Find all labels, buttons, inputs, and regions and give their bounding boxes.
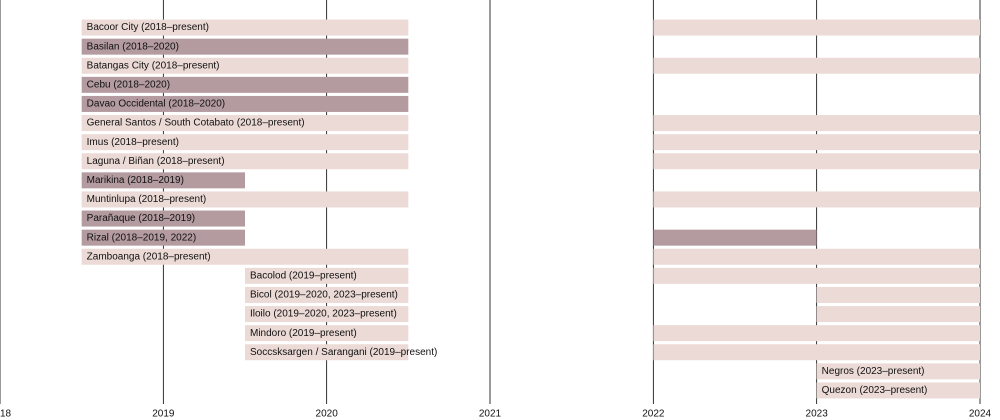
timeline-bar xyxy=(653,344,980,361)
timeline-bar xyxy=(81,115,409,132)
timeline-bar xyxy=(81,172,246,189)
timeline-bar xyxy=(653,153,980,170)
bar-label: Bacolod (2019–present) xyxy=(250,270,357,281)
bar-label: Batangas City (2018–present) xyxy=(87,60,220,71)
bar-label: Bicol (2019–2020, 2023–present) xyxy=(250,290,398,301)
timeline-bar xyxy=(81,19,409,36)
bar-label: Soccsksargen / Sarangani (2019–present) xyxy=(250,347,437,358)
timeline-bar xyxy=(653,19,980,36)
timeline-bar xyxy=(816,286,980,303)
x-tick-label: 2019 xyxy=(152,409,175,420)
x-tick-label: 2022 xyxy=(642,409,665,420)
bar-label: Cebu (2018–2020) xyxy=(87,79,170,90)
timeline-bar xyxy=(81,95,409,112)
x-tick-label: 2021 xyxy=(479,409,502,420)
bar-label: Rizal (2018–2019, 2022) xyxy=(87,232,197,243)
timeline-bar xyxy=(653,191,980,208)
timeline-bar xyxy=(653,134,980,151)
timeline-bar xyxy=(81,57,409,74)
timeline-bar xyxy=(816,363,980,380)
bar-label: Negros (2023–present) xyxy=(822,366,925,377)
bar-label: Davao Occidental (2018–2020) xyxy=(87,99,225,110)
timeline-bar xyxy=(81,248,409,265)
timeline-bar xyxy=(245,267,409,284)
timeline-bar xyxy=(653,267,980,284)
bar-label: General Santos / South Cotabato (2018–pr… xyxy=(87,118,305,129)
timeline-bar xyxy=(653,115,980,132)
timeline-bar xyxy=(245,344,409,361)
x-tick-label: 2023 xyxy=(806,409,829,420)
bar-label: Bacoor City (2018–present) xyxy=(87,22,209,33)
bar-label: Marikina (2018–2019) xyxy=(87,175,184,186)
bar-label: Muntinlupa (2018–present) xyxy=(87,194,207,205)
bar-label: Laguna / Biñan (2018–present) xyxy=(87,156,225,167)
bar-label: Iloilo (2019–2020, 2023–present) xyxy=(250,309,397,320)
timeline-bar xyxy=(81,210,246,227)
x-tick-label: 2024 xyxy=(969,409,992,420)
timeline-bar xyxy=(653,229,817,246)
bar-label: Parañaque (2018–2019) xyxy=(87,213,195,224)
bar-label: Basilan (2018–2020) xyxy=(87,41,179,52)
timeline-bar xyxy=(816,306,980,323)
timeline-bar xyxy=(653,248,980,265)
timeline-bar xyxy=(81,229,246,246)
bar-label: Mindoro (2019–present) xyxy=(250,328,357,339)
x-tick-label: 2020 xyxy=(316,409,339,420)
timeline-bar xyxy=(816,382,980,399)
x-tick-label: 2018 xyxy=(0,409,12,420)
timeline-bar xyxy=(81,76,409,93)
bar-label: Quezon (2023–present) xyxy=(822,385,928,396)
timeline-bar xyxy=(245,286,409,303)
timeline-bar xyxy=(245,306,409,323)
timeline-bar xyxy=(81,153,409,170)
bar-label: Imus (2018–present) xyxy=(87,137,179,148)
timeline-bar xyxy=(653,325,980,342)
timeline-bar xyxy=(81,191,409,208)
timeline-bar xyxy=(653,57,980,74)
timeline-bar xyxy=(81,134,409,151)
timeline-bar xyxy=(81,38,409,55)
timeline-bar xyxy=(245,325,409,342)
bar-label: Zamboanga (2018–present) xyxy=(87,251,211,262)
